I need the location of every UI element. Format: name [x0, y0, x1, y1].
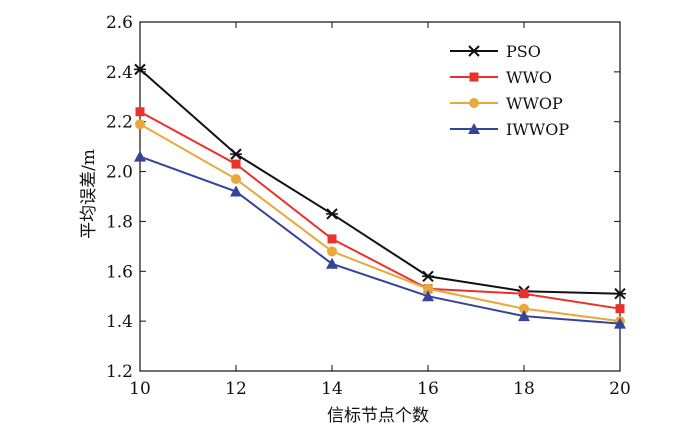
series-line — [139, 155, 621, 325]
series-line — [139, 110, 621, 310]
data-point — [469, 98, 479, 108]
y-tick-label: 2.4 — [106, 63, 133, 83]
legend: PSO WWO WWOP IWWOP — [450, 42, 569, 139]
tick-marks — [139, 21, 621, 372]
x-tick-label: 18 — [513, 379, 535, 399]
data-point — [134, 63, 146, 76]
series-line — [139, 68, 621, 295]
legend-item: WWO — [450, 68, 552, 87]
data-point — [423, 283, 433, 294]
x-tick-label: 12 — [225, 379, 247, 399]
y-tick-label: 1.6 — [106, 262, 133, 282]
y-tick-label: 1.4 — [106, 312, 133, 332]
x-tick-label: 20 — [609, 379, 631, 399]
series-wwop — [135, 119, 625, 327]
series-lines — [134, 63, 626, 329]
data-point — [135, 119, 145, 130]
data-point — [422, 270, 434, 282]
legend-item: PSO — [450, 42, 541, 61]
data-point — [468, 45, 480, 57]
data-point — [230, 148, 242, 160]
data-point — [135, 107, 145, 117]
x-tick-label: 14 — [321, 379, 343, 399]
data-point — [422, 290, 434, 302]
x-tick-label: 10 — [129, 379, 151, 399]
data-point — [519, 289, 529, 299]
data-point — [615, 304, 625, 314]
y-tick-label: 1.2 — [106, 362, 133, 382]
data-point — [518, 310, 530, 322]
y-tick-label: 2.6 — [106, 13, 133, 33]
axis-titles: 信标节点个数 平均误差/m — [79, 149, 429, 426]
legend-item: IWWOP — [450, 120, 569, 139]
tick-labels: 10 12 14 16 18 20 1.2 1.4 1.6 1.8 2.0 2.2 2.4 2.6 — [106, 13, 631, 399]
data-point — [327, 246, 337, 257]
y-tick-label: 2.2 — [106, 113, 133, 133]
y-axis-title: 平均误差/m — [79, 149, 99, 239]
series-iwwop — [134, 150, 626, 329]
data-point — [468, 123, 480, 134]
data-point — [614, 288, 626, 300]
y-tick-label: 1.8 — [106, 212, 133, 232]
data-point — [230, 185, 242, 197]
data-point — [614, 317, 626, 329]
legend-item: WWOP — [450, 94, 563, 113]
legend-label: PSO — [506, 42, 541, 61]
plot-frame — [139, 21, 621, 372]
data-point — [519, 303, 529, 314]
legend-label: WWOP — [506, 94, 563, 113]
legend-label: WWO — [506, 68, 552, 87]
data-point — [134, 150, 146, 162]
data-point — [469, 72, 479, 82]
legend-label: IWWOP — [506, 120, 569, 139]
y-tick-label: 2.0 — [106, 163, 133, 183]
data-point — [326, 208, 338, 220]
data-point — [326, 257, 338, 269]
data-point — [231, 174, 241, 185]
x-tick-label: 16 — [417, 379, 439, 399]
x-axis-title: 信标节点个数 — [327, 406, 429, 426]
axes — [139, 21, 621, 372]
data-point — [327, 234, 337, 244]
data-point — [231, 159, 241, 169]
series-line — [139, 123, 621, 323]
